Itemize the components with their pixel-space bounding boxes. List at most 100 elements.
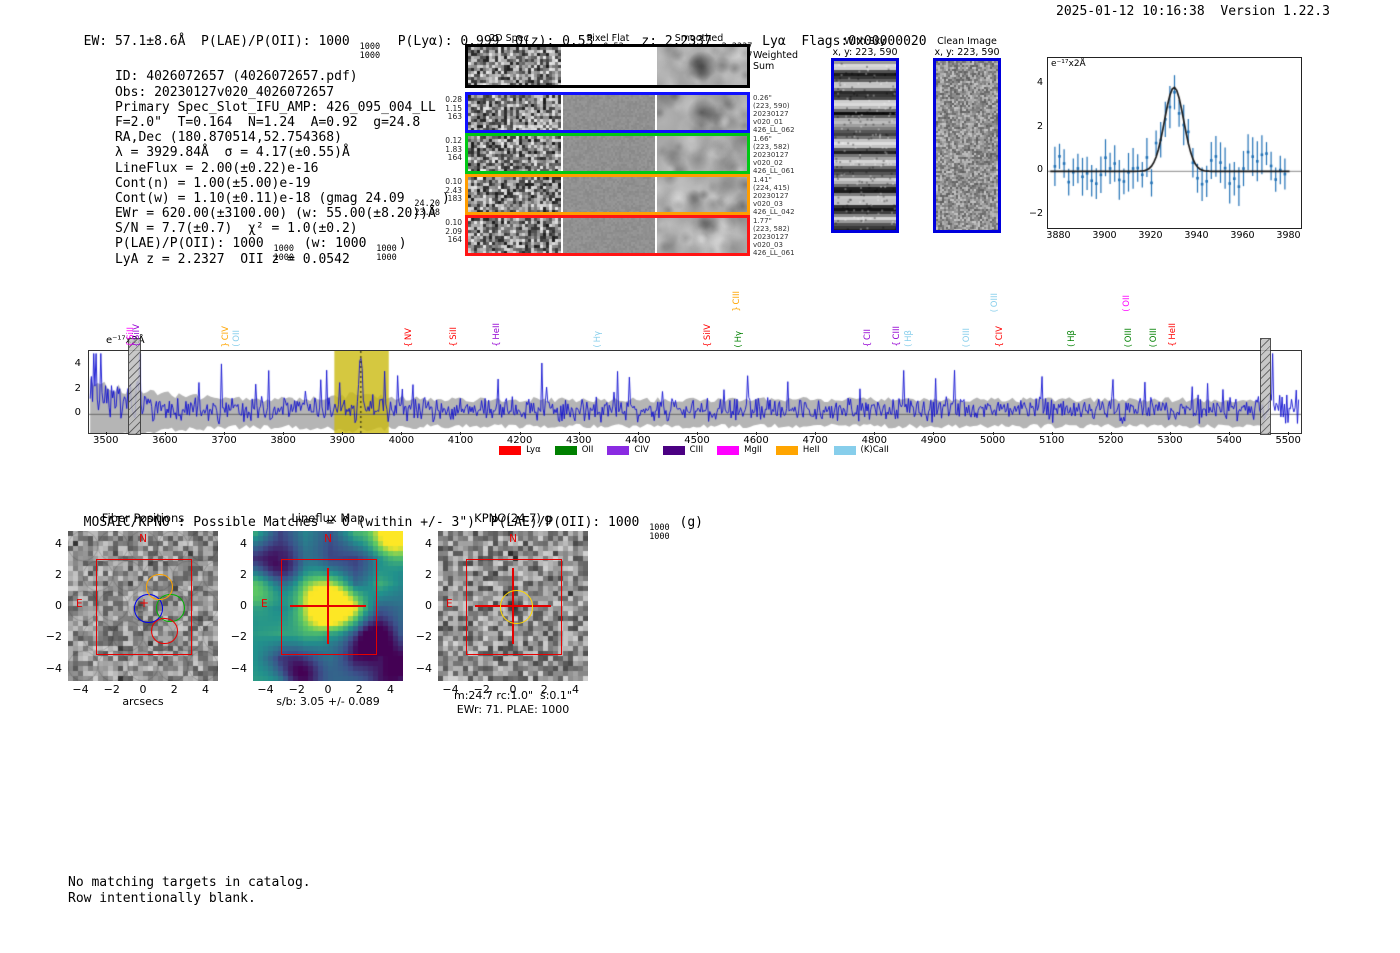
line-fit-plot [1047,57,1302,229]
panel-x-tick-label: 2 [355,683,363,696]
stacked-fraction: 1000 1000 [274,245,294,262]
row-2dspec-image [468,95,561,130]
legend-item: Lyα [499,445,541,455]
text-segment: (w: 1000 [296,236,374,251]
x-tick-label: 4600 [743,435,769,446]
row-weight-value: 2.09 [445,226,462,236]
text-segment: Obs: 20230127v020_4026072657 [115,85,334,100]
row-annotation-line: 426_LL_061 [753,167,795,176]
panel-x-tick-label: 0 [324,683,332,696]
text-segment: Primary Spec_Slot_IFU_AMP: 426_095_004_L… [115,100,436,115]
emission-line-label: ( OIII [961,327,972,347]
row-annotation-line: 1.41" [753,176,772,184]
x-tick-label: 4900 [920,435,947,446]
segment-text: EW: 57.1±8.6Å P(LAE)/P(OII): 1000 [83,34,358,49]
info-line: F=2.0" T=0.164 N=1.24 A=0.92 g=24.8 [68,85,450,130]
row-weight-value: 183 [447,194,462,204]
text-segment: (g) [672,515,703,530]
x-tick-label: 3700 [211,435,237,446]
panel-y-tick-label: −2 [415,630,432,644]
kpno-title: KPNO(24.7) g [474,511,552,525]
panel-y-tick-label: 2 [55,567,62,581]
report-date: 2025-01-12 10:16:38 [1056,4,1205,19]
fraction-top: 1000 [273,244,294,255]
full-spectrum-canvas [89,351,1301,433]
fraction-bottom: 1000 [376,253,397,264]
inset-x-tick-label: 3940 [1184,230,1209,241]
row-annotation: 1.66" (223, 582) 20230127 v020_02 426_LL_061 [753,135,823,175]
panel-y-tick-label: −4 [45,661,62,675]
text-segment: 1000 1000 [374,236,398,262]
row-weight-value: 2.43 [445,185,462,195]
x-tick-label: 5100 [1038,435,1065,446]
row-annotation-line: 426_LL_042 [753,208,795,217]
inset-y-tick-label: 2 [1036,120,1043,132]
x-tick-mark [815,432,817,435]
panel-y-tick-label: 4 [240,536,247,550]
row-weight-labels: 0.10 2.09 164 [437,218,462,245]
row-annotation-line: (224, 415) [753,184,790,193]
emission-line-label: ( OIII [1124,327,1135,347]
emission-line-label: { SiIV [702,323,713,347]
lineflux-caption: s/b: 3.05 +/- 0.089 [276,695,380,708]
panel-x-tick-label: −2 [288,683,305,696]
fraction-top: 1000 [359,42,381,52]
fraction-bottom: 1000 [359,50,381,61]
x-tick-mark [283,432,285,435]
info-line: Cont(n) = 1.00(±5.00)e-19 [68,145,450,191]
text-segment: EW: 57.1±8.6Å P(LAE)/P(OII): 1000 [84,34,358,49]
inset-y-tick-label: −2 [1028,207,1043,219]
x-tick-mark [1110,432,1112,435]
inset-y-tick-label: 4 [1036,77,1043,89]
segment-text: ) [398,236,407,252]
row-annotation-line: 426_LL_062 [753,126,795,135]
text-segment: 1000 1000 [272,236,296,262]
emission-line-label: ( OIII [1148,327,1159,347]
weighted-smoothed-image [657,47,747,85]
withsky-cutout [831,58,899,233]
segment-text: Obs: 20230127v020_4026072657 [114,84,335,100]
emission-line-label: { CII [862,328,873,347]
east-marker: E [76,598,83,610]
panel-y-tick-label: −4 [415,661,432,675]
cleanimage-image [936,61,998,230]
fiber-aperture-circle [146,573,173,600]
text-segment: 1000 1000 [358,34,382,60]
extraction-box [466,559,562,655]
legend-swatch [554,445,577,455]
weighted-2dspec-image [468,47,561,85]
panel-y-tick-label: 2 [425,567,432,581]
segment-text: RA,Dec (180.870514,52.754368) [114,130,342,146]
emission-line-label: { CIV [994,325,1005,347]
row-annotation-line: 20230127 [753,110,789,119]
weighted-sum-label: Weighted Sum [753,50,798,72]
row-weight-value: 0.10 [445,177,462,186]
legend-label: MgII [744,445,762,455]
east-marker: E [261,598,268,610]
row-pixelflat-image [563,136,655,171]
x-tick-label: 5000 [979,435,1006,446]
panel-x-tick-label: −4 [442,683,459,696]
segment-text: ) [441,190,450,206]
segment-text: LineFlux = 2.00(±0.22)e-16 [114,160,319,176]
legend-item: CIII [662,445,703,455]
emission-line-label: } CIII [731,291,742,312]
info-line: ID: 4026072657 (4026072657.pdf) [68,39,450,84]
fraction-top: 1000 [376,244,397,255]
x-tick-label: 4000 [388,435,415,446]
panel-x-tick-label: 0 [139,683,147,696]
segment-text: LyA z = 2.2327 OII z = 0.0542 [114,251,350,267]
fraction-bottom: 1000 [273,253,294,264]
x-tick-mark [164,432,166,435]
row-annotation-line: 20230127 [753,192,789,201]
panel-x-tick-label: −4 [72,683,89,696]
east-marker: E [446,598,453,610]
info-line: λ = 3929.84Å σ = 4.17(±0.55)Å [68,115,450,160]
row-weight-value: 0.12 [445,136,462,145]
header-timestamp: 2025-01-12 10:16:38 Version 1.22.3 [1056,4,1330,19]
info-line: LineFlux = 2.00(±0.22)e-16 [68,130,450,176]
panel-y-tick-label: 0 [240,599,247,612]
stacked-fraction: 1000 1000 [360,43,380,60]
panel-x-tick-label: 2 [540,683,548,696]
stacked-fraction: 1000 1000 [376,245,396,262]
